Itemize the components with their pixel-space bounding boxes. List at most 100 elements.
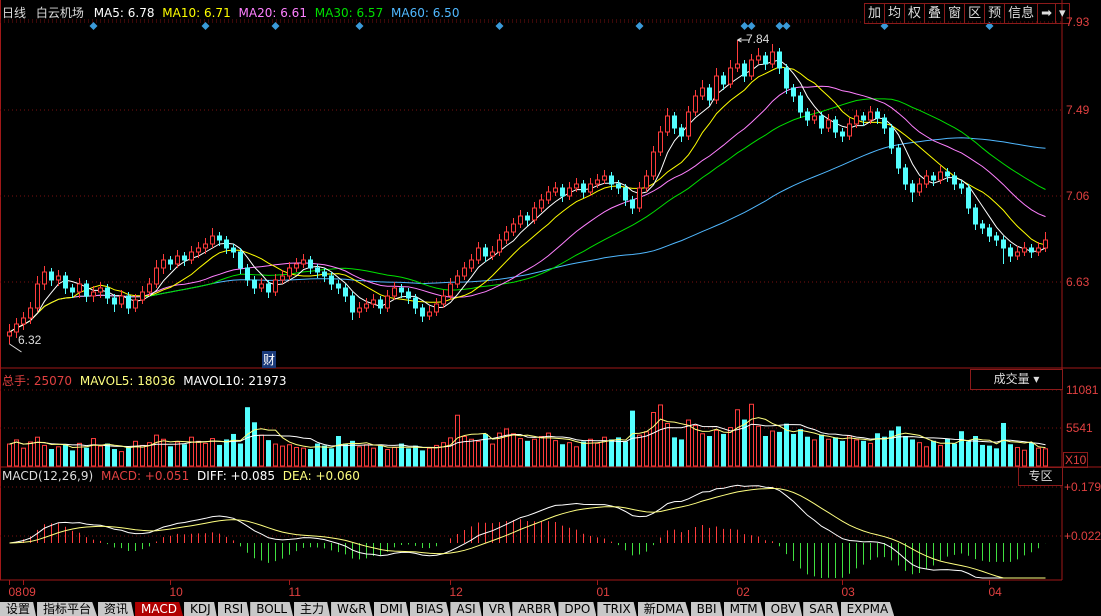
tab-dpo[interactable]: DPO — [558, 602, 597, 616]
down-candle — [413, 297, 418, 309]
news-marker[interactable]: 财 — [262, 351, 277, 368]
up-candle — [287, 267, 292, 277]
volume-bar-up — [385, 449, 390, 467]
volume-bar-up — [518, 438, 523, 467]
volume-bar-up — [35, 436, 40, 467]
volume-bar-up — [756, 425, 761, 467]
volume-bar-up — [427, 447, 432, 467]
down-candle — [763, 55, 768, 65]
up-candle — [644, 175, 649, 189]
volume-bar-down — [609, 439, 614, 467]
volume-bar-up — [770, 430, 775, 467]
tab-asi[interactable]: ASI — [450, 602, 482, 616]
volume-bar-up — [133, 440, 138, 467]
zone-button[interactable]: 专区 — [1018, 467, 1063, 486]
toolbar-button[interactable]: 区 — [965, 4, 986, 23]
toolbar-button[interactable]: 信息 — [1005, 4, 1039, 23]
tab-kdj[interactable]: KDJ — [184, 602, 217, 616]
toolbar-button[interactable]: 加 — [865, 4, 886, 23]
volume-bar-up — [392, 446, 397, 467]
up-candle — [175, 255, 180, 265]
volume-bar-down — [49, 449, 54, 467]
tab-新dma[interactable]: 新DMA — [637, 602, 690, 616]
tab-主力[interactable]: 主力 — [294, 602, 331, 616]
tab-bias[interactable]: BIAS — [409, 602, 450, 616]
tab-资讯[interactable]: 资讯 — [98, 602, 135, 616]
toolbar-button[interactable]: 预 — [985, 4, 1006, 23]
up-candle — [567, 187, 572, 197]
up-candle — [56, 275, 61, 281]
tab-macd[interactable]: MACD — [135, 602, 184, 616]
tab-bbi[interactable]: BBI — [690, 602, 723, 616]
tab-w&r[interactable]: W&R — [331, 602, 373, 616]
price-tick: 6.63 — [1066, 275, 1090, 289]
volume-bar-down — [329, 448, 334, 467]
ma10-line — [9, 66, 1046, 333]
toolbar-button[interactable]: ▾ — [1059, 6, 1066, 21]
down-candle — [70, 287, 75, 293]
up-candle — [14, 323, 19, 333]
up-candle — [28, 307, 33, 319]
volume-bar-down — [168, 446, 173, 467]
down-candle — [378, 299, 383, 309]
month-label: 04 — [988, 585, 1002, 599]
up-candle — [847, 123, 852, 137]
month-label: 08 — [8, 585, 22, 599]
down-candle — [994, 235, 999, 241]
ma20-legend: MA20: 6.61 — [238, 6, 307, 20]
volume-bar-down — [721, 433, 726, 467]
up-candle — [1043, 239, 1048, 249]
toolbar-button[interactable]: 窗 — [945, 4, 966, 23]
up-candle — [301, 259, 306, 265]
volume-bar-up — [1036, 447, 1041, 467]
indicator-selector-dropdown[interactable]: 成交量 ▾ — [970, 369, 1063, 390]
down-candle — [840, 131, 845, 137]
up-candle — [924, 175, 929, 185]
volume-bar-up — [287, 444, 292, 467]
tab-obv[interactable]: OBV — [764, 602, 803, 616]
tab-rsi[interactable]: RSI — [217, 602, 250, 616]
tab-arbr[interactable]: ARBR — [512, 602, 558, 616]
up-candle — [749, 59, 754, 77]
price-tick: 7.06 — [1066, 189, 1090, 203]
volume-bar-down — [623, 441, 628, 467]
up-candle — [497, 239, 502, 253]
down-candle — [945, 171, 950, 177]
up-candle — [504, 231, 509, 241]
price-panel-header: 日线 白云机场 MA5: 6.78 MA10: 6.71 MA20: 6.61 … — [2, 4, 465, 21]
down-candle — [483, 247, 488, 257]
tab-sar[interactable]: SAR — [803, 602, 840, 616]
ma20-line — [9, 85, 1046, 333]
chart-toolbar: 加均权叠窗区预信息 ➡ ▾ — [864, 3, 1070, 24]
up-candle — [735, 63, 740, 69]
macd-panel-header: MACD(12,26,9) MACD: +0.051 DIFF: +0.085 … — [2, 469, 366, 483]
volume-bar-down — [945, 438, 950, 467]
tab-设置[interactable]: 设置 — [0, 602, 37, 616]
tab-expma[interactable]: EXPMA — [840, 602, 895, 616]
tab-trix[interactable]: TRIX — [597, 602, 637, 616]
down-candle — [581, 183, 586, 193]
volume-bar-up — [567, 442, 572, 467]
up-candle — [812, 115, 817, 121]
event-marker-icon — [775, 22, 784, 30]
volume-bar-down — [224, 439, 229, 467]
tab-mtm[interactable]: MTM — [723, 602, 764, 616]
volume-bar-down — [987, 445, 992, 467]
down-candle — [49, 271, 54, 281]
total-volume: 总手: 25070 — [2, 374, 73, 388]
volume-bar-down — [581, 441, 586, 467]
up-candle — [1022, 247, 1027, 253]
down-candle — [952, 175, 957, 185]
tab-vr[interactable]: VR — [482, 602, 512, 616]
toolbar-button[interactable]: 权 — [905, 4, 926, 23]
down-candle — [245, 267, 250, 281]
toolbar-button[interactable]: ➡ — [1038, 4, 1057, 23]
tab-指标平台[interactable]: 指标平台 — [37, 602, 98, 616]
toolbar-button[interactable]: 均 — [885, 4, 906, 23]
up-candle — [1036, 247, 1041, 253]
tab-dmi[interactable]: DMI — [373, 602, 409, 616]
tab-boll[interactable]: BOLL — [250, 602, 294, 616]
up-candle — [147, 283, 152, 293]
toolbar-button[interactable]: 叠 — [925, 4, 946, 23]
